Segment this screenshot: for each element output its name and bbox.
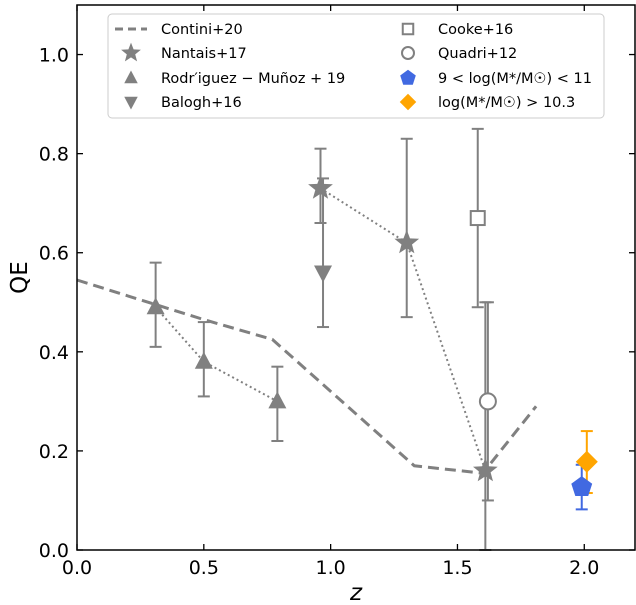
- star-marker: [308, 175, 333, 199]
- y-tick-label: 0.8: [39, 144, 69, 166]
- y-tick-label: 0.0: [39, 540, 69, 562]
- error-bar: [317, 177, 330, 329]
- legend-label: Nantais+17: [161, 46, 247, 62]
- legend-entry: 9 < log(M*/M☉) < 11: [400, 69, 592, 87]
- y-tick-label: 0.4: [39, 342, 69, 364]
- legend-entry: Quadri+12: [401, 46, 517, 62]
- pentagon-marker: [400, 69, 416, 85]
- legend-entry: Contini+20: [115, 22, 243, 38]
- y-tick-label: 0.6: [39, 243, 69, 265]
- y-tick-label: 1.0: [39, 45, 69, 67]
- triangle-down-marker: [314, 265, 333, 283]
- square-marker: [401, 22, 415, 36]
- legend: Contini+20 Nantais+17 Rodr′iguez − Muñoz +…: [107, 13, 605, 119]
- pentagon-marker: [571, 476, 593, 496]
- x-tick-label: 1.5: [442, 557, 472, 579]
- legend-entry: Nantais+17: [121, 42, 247, 62]
- circle-marker: [478, 392, 497, 411]
- star-marker: [121, 42, 141, 62]
- triangle-up-marker: [124, 70, 138, 84]
- triangle-up-marker: [268, 391, 287, 409]
- triangle-up-marker: [194, 351, 213, 369]
- dotted-connector-line: [319, 187, 487, 472]
- x-tick-label: 2.0: [569, 557, 599, 579]
- square-marker: [469, 210, 486, 227]
- diamond-marker: [399, 93, 417, 111]
- circle-marker: [401, 46, 415, 60]
- legend-entry: Balogh+16: [124, 95, 242, 111]
- star-marker: [473, 457, 498, 482]
- diamond-marker: [575, 450, 598, 473]
- legend-label: 9 < log(M*/M☉) < 11: [438, 71, 592, 87]
- legend-entry: log(M*/M☉) > 10.3: [399, 93, 575, 111]
- legend-label: Quadri+12: [438, 46, 517, 62]
- y-axis-label: QE: [7, 261, 33, 294]
- x-axis-label: z: [349, 580, 363, 605]
- legend-label: Cooke+16: [438, 22, 513, 38]
- legend-entry: Rodr′iguez − Muñoz + 19: [124, 70, 345, 87]
- triangle-up-marker: [146, 297, 165, 315]
- x-tick-label: 0.5: [189, 557, 219, 579]
- y-tick-label: 0.2: [39, 441, 69, 463]
- triangle-down-marker: [124, 96, 138, 110]
- legend-label: Rodr′iguez − Muñoz + 19: [161, 71, 345, 87]
- dotted-connector-line: [154, 306, 278, 403]
- legend-label: log(M*/M☉) > 10.3: [438, 95, 575, 111]
- error-bar: [479, 301, 492, 551]
- legend-box: [107, 13, 605, 119]
- legend-label: Contini+20: [161, 22, 243, 38]
- legend-label: Balogh+16: [161, 95, 242, 111]
- contini-model-line: [76, 278, 538, 475]
- plot-frame: [76, 4, 636, 551]
- x-tick-label: 1.0: [316, 557, 346, 579]
- star-marker: [394, 229, 420, 254]
- x-tick-label: 0.0: [62, 557, 92, 579]
- error-bar: [400, 137, 413, 319]
- legend-entry: Cooke+16: [401, 22, 513, 38]
